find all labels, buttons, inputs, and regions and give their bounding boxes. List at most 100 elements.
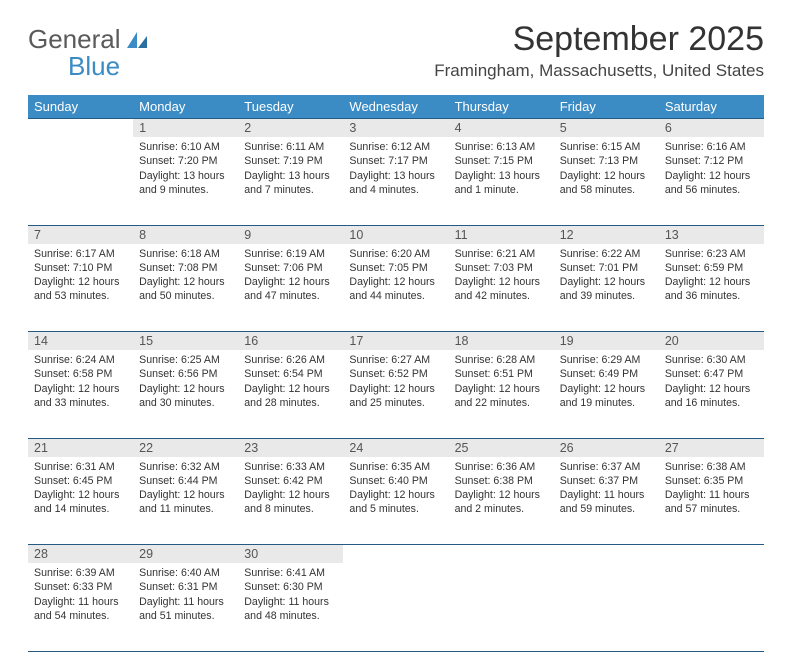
day-cell — [28, 137, 133, 225]
day-cell — [449, 563, 554, 651]
day-number-cell: 21 — [28, 438, 133, 457]
day-details: Sunrise: 6:13 AMSunset: 7:15 PMDaylight:… — [449, 137, 554, 203]
day-header: Friday — [554, 95, 659, 119]
day-number-cell — [343, 545, 448, 564]
day-cell: Sunrise: 6:17 AMSunset: 7:10 PMDaylight:… — [28, 244, 133, 332]
day-details: Sunrise: 6:31 AMSunset: 6:45 PMDaylight:… — [28, 457, 133, 523]
day-details: Sunrise: 6:21 AMSunset: 7:03 PMDaylight:… — [449, 244, 554, 310]
day-cell: Sunrise: 6:19 AMSunset: 7:06 PMDaylight:… — [238, 244, 343, 332]
header: General Blue September 2025 Framingham, … — [28, 20, 764, 91]
day-number-cell — [449, 545, 554, 564]
day-header: Saturday — [659, 95, 764, 119]
day-details: Sunrise: 6:41 AMSunset: 6:30 PMDaylight:… — [238, 563, 343, 629]
day-cell: Sunrise: 6:16 AMSunset: 7:12 PMDaylight:… — [659, 137, 764, 225]
day-details: Sunrise: 6:38 AMSunset: 6:35 PMDaylight:… — [659, 457, 764, 523]
day-header: Wednesday — [343, 95, 448, 119]
day-details: Sunrise: 6:24 AMSunset: 6:58 PMDaylight:… — [28, 350, 133, 416]
day-number-cell: 6 — [659, 119, 764, 138]
day-details: Sunrise: 6:35 AMSunset: 6:40 PMDaylight:… — [343, 457, 448, 523]
day-number-cell: 25 — [449, 438, 554, 457]
day-cell: Sunrise: 6:18 AMSunset: 7:08 PMDaylight:… — [133, 244, 238, 332]
day-details: Sunrise: 6:17 AMSunset: 7:10 PMDaylight:… — [28, 244, 133, 310]
day-details: Sunrise: 6:40 AMSunset: 6:31 PMDaylight:… — [133, 563, 238, 629]
day-cell: Sunrise: 6:27 AMSunset: 6:52 PMDaylight:… — [343, 350, 448, 438]
day-number-cell — [659, 545, 764, 564]
day-number-cell — [28, 119, 133, 138]
day-number-cell: 3 — [343, 119, 448, 138]
day-header: Tuesday — [238, 95, 343, 119]
day-cell: Sunrise: 6:31 AMSunset: 6:45 PMDaylight:… — [28, 457, 133, 545]
day-cell: Sunrise: 6:22 AMSunset: 7:01 PMDaylight:… — [554, 244, 659, 332]
day-cell: Sunrise: 6:40 AMSunset: 6:31 PMDaylight:… — [133, 563, 238, 651]
day-cell — [343, 563, 448, 651]
day-details: Sunrise: 6:28 AMSunset: 6:51 PMDaylight:… — [449, 350, 554, 416]
day-cell: Sunrise: 6:36 AMSunset: 6:38 PMDaylight:… — [449, 457, 554, 545]
day-cell: Sunrise: 6:12 AMSunset: 7:17 PMDaylight:… — [343, 137, 448, 225]
day-number-cell: 28 — [28, 545, 133, 564]
brand-line1: General — [28, 24, 121, 54]
day-details: Sunrise: 6:23 AMSunset: 6:59 PMDaylight:… — [659, 244, 764, 310]
day-details: Sunrise: 6:37 AMSunset: 6:37 PMDaylight:… — [554, 457, 659, 523]
day-cell: Sunrise: 6:20 AMSunset: 7:05 PMDaylight:… — [343, 244, 448, 332]
day-details: Sunrise: 6:20 AMSunset: 7:05 PMDaylight:… — [343, 244, 448, 310]
day-number-cell: 29 — [133, 545, 238, 564]
day-number-cell: 15 — [133, 332, 238, 351]
day-number-cell: 14 — [28, 332, 133, 351]
day-number-cell: 30 — [238, 545, 343, 564]
day-details: Sunrise: 6:22 AMSunset: 7:01 PMDaylight:… — [554, 244, 659, 310]
day-number-cell: 10 — [343, 225, 448, 244]
day-number-cell: 9 — [238, 225, 343, 244]
day-number-cell — [554, 545, 659, 564]
day-details: Sunrise: 6:18 AMSunset: 7:08 PMDaylight:… — [133, 244, 238, 310]
day-details: Sunrise: 6:15 AMSunset: 7:13 PMDaylight:… — [554, 137, 659, 203]
day-number-cell: 22 — [133, 438, 238, 457]
day-details: Sunrise: 6:26 AMSunset: 6:54 PMDaylight:… — [238, 350, 343, 416]
day-number-cell: 12 — [554, 225, 659, 244]
day-number-cell: 27 — [659, 438, 764, 457]
day-number-cell: 13 — [659, 225, 764, 244]
day-cell: Sunrise: 6:10 AMSunset: 7:20 PMDaylight:… — [133, 137, 238, 225]
day-number-cell: 26 — [554, 438, 659, 457]
day-cell: Sunrise: 6:15 AMSunset: 7:13 PMDaylight:… — [554, 137, 659, 225]
day-cell: Sunrise: 6:13 AMSunset: 7:15 PMDaylight:… — [449, 137, 554, 225]
calendar-table: SundayMondayTuesdayWednesdayThursdayFrid… — [28, 95, 764, 652]
day-number-cell: 8 — [133, 225, 238, 244]
day-cell: Sunrise: 6:39 AMSunset: 6:33 PMDaylight:… — [28, 563, 133, 651]
day-details: Sunrise: 6:33 AMSunset: 6:42 PMDaylight:… — [238, 457, 343, 523]
day-details: Sunrise: 6:11 AMSunset: 7:19 PMDaylight:… — [238, 137, 343, 203]
location: Framingham, Massachusetts, United States — [434, 61, 764, 81]
day-details: Sunrise: 6:27 AMSunset: 6:52 PMDaylight:… — [343, 350, 448, 416]
day-header: Monday — [133, 95, 238, 119]
day-cell — [554, 563, 659, 651]
day-details: Sunrise: 6:16 AMSunset: 7:12 PMDaylight:… — [659, 137, 764, 203]
day-cell: Sunrise: 6:25 AMSunset: 6:56 PMDaylight:… — [133, 350, 238, 438]
day-cell: Sunrise: 6:21 AMSunset: 7:03 PMDaylight:… — [449, 244, 554, 332]
day-number-cell: 7 — [28, 225, 133, 244]
day-header: Thursday — [449, 95, 554, 119]
day-details: Sunrise: 6:30 AMSunset: 6:47 PMDaylight:… — [659, 350, 764, 416]
day-number-cell: 1 — [133, 119, 238, 138]
day-cell: Sunrise: 6:32 AMSunset: 6:44 PMDaylight:… — [133, 457, 238, 545]
day-header: Sunday — [28, 95, 133, 119]
day-cell: Sunrise: 6:37 AMSunset: 6:37 PMDaylight:… — [554, 457, 659, 545]
day-details: Sunrise: 6:10 AMSunset: 7:20 PMDaylight:… — [133, 137, 238, 203]
day-number-cell: 4 — [449, 119, 554, 138]
day-cell: Sunrise: 6:28 AMSunset: 6:51 PMDaylight:… — [449, 350, 554, 438]
day-cell — [659, 563, 764, 651]
day-cell: Sunrise: 6:11 AMSunset: 7:19 PMDaylight:… — [238, 137, 343, 225]
page-title: September 2025 — [434, 20, 764, 59]
day-details: Sunrise: 6:19 AMSunset: 7:06 PMDaylight:… — [238, 244, 343, 310]
day-number-cell: 2 — [238, 119, 343, 138]
day-details: Sunrise: 6:32 AMSunset: 6:44 PMDaylight:… — [133, 457, 238, 523]
day-number-cell: 19 — [554, 332, 659, 351]
day-number-cell: 5 — [554, 119, 659, 138]
brand-logo: General Blue — [28, 28, 149, 78]
day-cell: Sunrise: 6:29 AMSunset: 6:49 PMDaylight:… — [554, 350, 659, 438]
day-cell: Sunrise: 6:33 AMSunset: 6:42 PMDaylight:… — [238, 457, 343, 545]
day-cell: Sunrise: 6:38 AMSunset: 6:35 PMDaylight:… — [659, 457, 764, 545]
day-number-cell: 11 — [449, 225, 554, 244]
day-details: Sunrise: 6:36 AMSunset: 6:38 PMDaylight:… — [449, 457, 554, 523]
day-details: Sunrise: 6:39 AMSunset: 6:33 PMDaylight:… — [28, 563, 133, 629]
day-number-cell: 17 — [343, 332, 448, 351]
day-cell: Sunrise: 6:41 AMSunset: 6:30 PMDaylight:… — [238, 563, 343, 651]
